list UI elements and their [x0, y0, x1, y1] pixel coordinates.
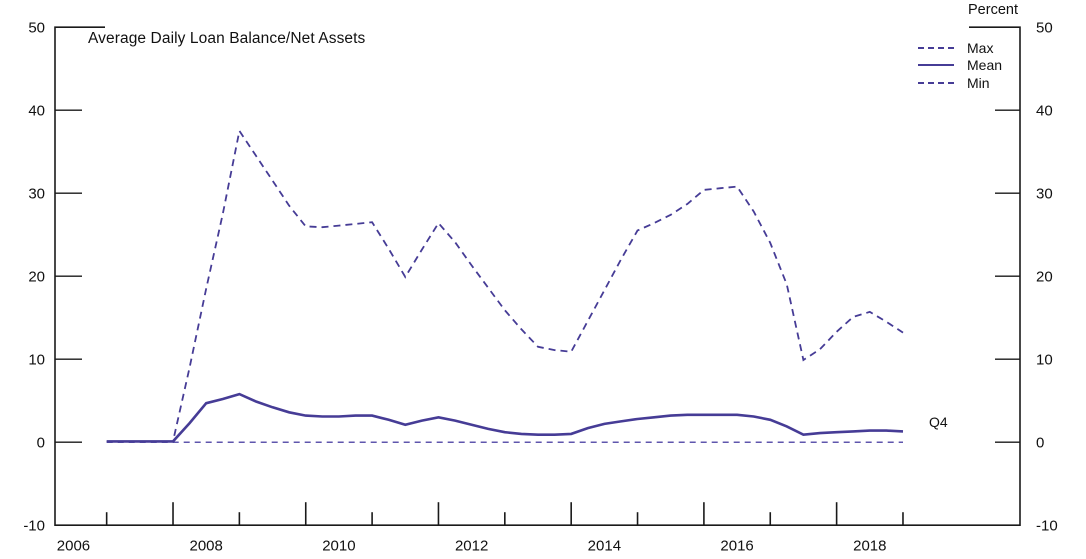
- legend-label-max: Max: [967, 39, 994, 56]
- y-axis-tick-label-left: 50: [28, 19, 45, 36]
- max-line-swatch-icon: [918, 46, 954, 49]
- y-axis-tick-label-right: 20: [1036, 268, 1053, 285]
- mean-line: [106, 392, 904, 443]
- x-axis-year-label: 2012: [455, 538, 488, 555]
- y-axis-tick-label-left: 30: [28, 185, 45, 202]
- chart-title: Average Daily Loan Balance/Net Assets: [88, 30, 366, 47]
- y-axis-tick-label-left: -10: [23, 517, 45, 534]
- legend-label-mean: Mean: [967, 57, 1003, 74]
- mean-line-swatch-icon: [918, 64, 954, 67]
- y-axis-tick-label-left: 40: [28, 102, 45, 119]
- legend-label-min: Min: [967, 74, 990, 91]
- x-axis-year-label: 2014: [588, 538, 621, 555]
- x-axis-year-label: 2018: [853, 538, 886, 555]
- y-axis-tick-label-left: 0: [37, 434, 45, 451]
- min-line-swatch-icon: [918, 81, 954, 84]
- y-axis-tick-label-right: 30: [1036, 185, 1053, 202]
- y-axis-tick-label-right: 10: [1036, 351, 1053, 368]
- y-axis-unit-label: Percent: [968, 2, 1018, 18]
- x-axis-year-label: 2006: [57, 538, 90, 555]
- max-line: [106, 128, 904, 443]
- legend-item-max: Max: [918, 39, 1002, 57]
- y-axis-tick-label-right: 40: [1036, 102, 1053, 119]
- axis-frame: [54, 26, 1021, 526]
- x-axis-year-label: 2008: [190, 538, 223, 555]
- y-axis-tick-label-right: -10: [1036, 517, 1058, 534]
- y-axis-tick-label-left: 20: [28, 268, 45, 285]
- legend: Max Mean Min: [918, 39, 1002, 92]
- end-of-series-annotation: Q4: [929, 414, 948, 430]
- y-axis-tick-label-right: 0: [1036, 434, 1044, 451]
- legend-item-mean: Mean: [918, 57, 1002, 75]
- x-axis-year-label: 2010: [322, 538, 355, 555]
- y-axis-tick-label-left: 10: [28, 351, 45, 368]
- x-axis-year-label: 2016: [720, 538, 753, 555]
- y-axis-tick-label-right: 50: [1036, 19, 1053, 36]
- legend-item-min: Min: [918, 74, 1002, 92]
